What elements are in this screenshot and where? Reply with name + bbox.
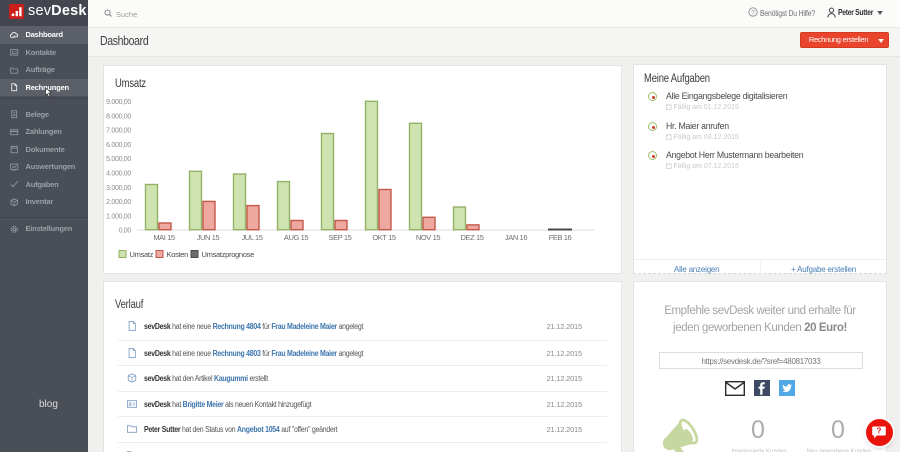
svg-text:?: ? bbox=[877, 427, 882, 436]
svg-text:1.000,00: 1.000,00 bbox=[106, 213, 131, 220]
svg-text:8.000,00: 8.000,00 bbox=[106, 113, 131, 120]
svg-text:0,00: 0,00 bbox=[119, 228, 132, 235]
svg-text:JUN 15: JUN 15 bbox=[197, 233, 220, 242]
svg-text:6.000,00: 6.000,00 bbox=[106, 142, 131, 149]
svg-text:SEP 15: SEP 15 bbox=[329, 233, 352, 242]
svg-text:5.000,00: 5.000,00 bbox=[106, 156, 131, 163]
svg-text:Umsatzprognose: Umsatzprognose bbox=[202, 250, 255, 259]
svg-text:?: ? bbox=[751, 9, 755, 16]
svg-text:JAN 16: JAN 16 bbox=[505, 233, 527, 242]
svg-text:9.000,00: 9.000,00 bbox=[106, 99, 131, 106]
svg-text:Umsatz: Umsatz bbox=[130, 250, 154, 259]
svg-text:Kosten: Kosten bbox=[167, 250, 189, 259]
svg-text:OKT 15: OKT 15 bbox=[372, 233, 396, 242]
svg-text:FEB 16: FEB 16 bbox=[549, 233, 572, 242]
svg-text:NOV 15: NOV 15 bbox=[416, 233, 441, 242]
svg-text:4.000,00: 4.000,00 bbox=[106, 171, 131, 178]
svg-text:3.000,00: 3.000,00 bbox=[106, 185, 131, 192]
svg-text:7.000,00: 7.000,00 bbox=[106, 128, 131, 135]
svg-text:DEZ 15: DEZ 15 bbox=[460, 233, 483, 242]
svg-text:AUG 15: AUG 15 bbox=[284, 233, 309, 242]
svg-text:JUL 15: JUL 15 bbox=[241, 233, 262, 242]
svg-text:2.000,00: 2.000,00 bbox=[106, 199, 131, 206]
svg-text:MAI 15: MAI 15 bbox=[153, 233, 175, 242]
